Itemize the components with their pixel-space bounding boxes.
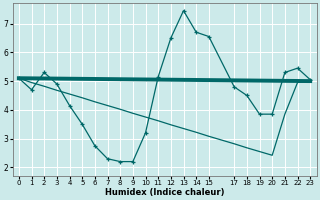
X-axis label: Humidex (Indice chaleur): Humidex (Indice chaleur): [105, 188, 224, 197]
